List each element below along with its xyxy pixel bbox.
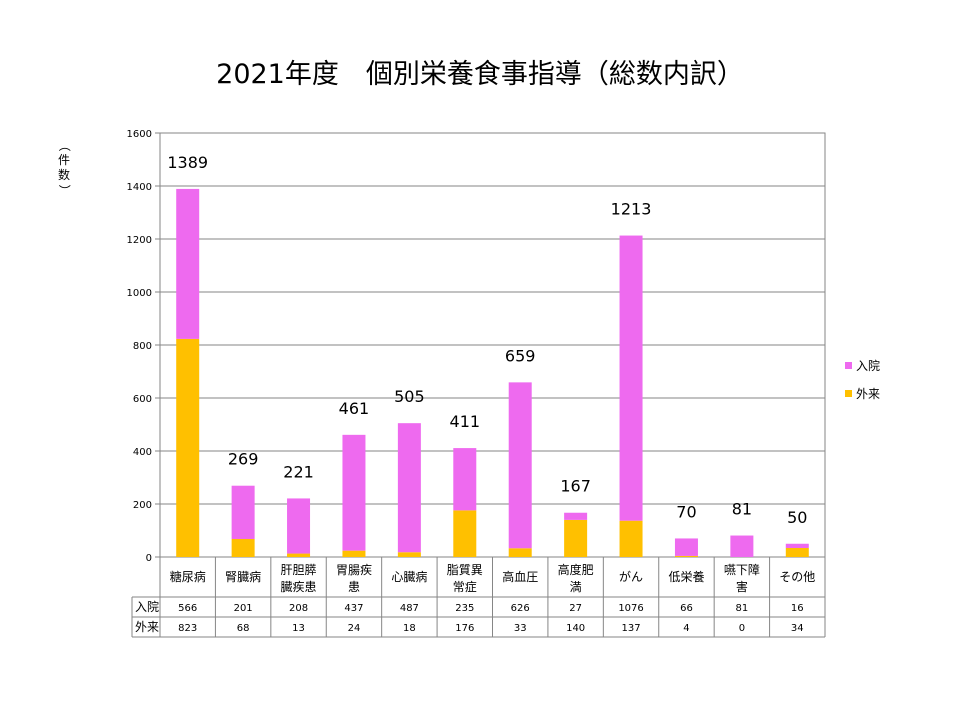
chart-title: 2021年度 個別栄養食事指導（総数内訳）	[216, 59, 744, 90]
table-cell-outpatient: 4	[683, 623, 689, 634]
table-cell-inpatient: 1076	[618, 603, 643, 614]
table-cell-outpatient: 34	[791, 623, 804, 634]
legend-label-inpatient: 入院	[856, 359, 880, 373]
bar-segment-outpatient	[785, 547, 809, 557]
bar-total-label: 50	[787, 508, 807, 527]
table-cell-outpatient: 68	[237, 623, 250, 634]
category-label: 腎臓病	[225, 569, 261, 584]
category-label: 害	[736, 579, 748, 594]
bar-segment-outpatient	[231, 538, 255, 557]
bar-total-label: 1389	[167, 153, 208, 172]
y-axis-label: （件数）	[57, 139, 72, 197]
category-label: 脂質異	[447, 562, 483, 577]
y-tick-label: 200	[133, 500, 152, 511]
table-cell-outpatient: 823	[178, 623, 197, 634]
y-tick-label: 1600	[127, 129, 152, 140]
bar-segment-inpatient	[508, 382, 532, 549]
table-cell-inpatient: 201	[234, 603, 253, 614]
bar-total-label: 1213	[611, 200, 652, 219]
category-label: 高度肥	[558, 562, 594, 577]
bar-segment-outpatient	[342, 550, 366, 557]
y-tick-label: 800	[133, 341, 152, 352]
table-cell-outpatient: 24	[348, 623, 361, 634]
category-label: 常症	[453, 579, 477, 594]
y-tick-label: 0	[146, 553, 152, 564]
table-cell-outpatient: 0	[739, 623, 745, 634]
bar-segment-inpatient	[785, 543, 809, 548]
bar-segment-outpatient	[674, 555, 698, 557]
category-label: がん	[619, 569, 643, 584]
bar-total-label: 659	[505, 346, 536, 365]
category-label: 胃腸疾	[336, 562, 372, 577]
table-cell-inpatient: 487	[400, 603, 419, 614]
bar-total-label: 81	[732, 500, 752, 519]
table-cell-inpatient: 208	[289, 603, 308, 614]
category-label: 肝胆膵	[281, 563, 317, 577]
y-tick-label: 1000	[127, 288, 152, 299]
category-label: 嚥下障	[724, 562, 760, 577]
bar-segment-inpatient	[674, 538, 698, 556]
bar-segment-outpatient	[619, 520, 643, 557]
table-cell-outpatient: 137	[621, 623, 640, 634]
bar-segment-inpatient	[287, 498, 311, 554]
bar-segment-outpatient	[508, 548, 532, 557]
category-label: 患	[348, 580, 360, 594]
table-cell-inpatient: 66	[680, 603, 693, 614]
table-cell-inpatient: 566	[178, 603, 197, 614]
category-label: 高血圧	[502, 569, 538, 584]
table-cell-outpatient: 18	[403, 623, 416, 634]
table-cell-outpatient: 13	[292, 623, 305, 634]
category-label: 臓疾患	[281, 579, 317, 594]
table-row-label-inpatient: 入院	[135, 600, 159, 614]
bar-total-label: 461	[339, 399, 370, 418]
bar-segment-inpatient	[564, 512, 588, 520]
category-label: 満	[570, 580, 582, 594]
bar-segment-inpatient	[397, 423, 421, 553]
bar-segment-inpatient	[176, 188, 200, 339]
table-row-label-outpatient: 外来	[135, 620, 159, 634]
bar-total-label: 411	[450, 412, 481, 431]
table-cell-inpatient: 235	[455, 603, 474, 614]
legend-swatch-outpatient	[845, 390, 852, 397]
table-cell-outpatient: 33	[514, 623, 527, 634]
bar-total-label: 221	[283, 462, 314, 481]
bar-total-label: 505	[394, 387, 425, 406]
table-cell-inpatient: 27	[569, 603, 582, 614]
category-label: その他	[779, 570, 815, 584]
table-cell-inpatient: 16	[791, 603, 804, 614]
category-label: 心臓病	[391, 569, 427, 584]
table-cell-inpatient: 81	[736, 603, 749, 614]
bar-segment-inpatient	[730, 535, 754, 557]
bar-total-label: 167	[560, 477, 591, 496]
table-cell-outpatient: 176	[455, 623, 474, 634]
category-label: 低栄養	[668, 569, 704, 584]
y-tick-label: 1400	[127, 182, 152, 193]
bar-segment-outpatient	[453, 510, 477, 557]
legend-swatch-inpatient	[845, 362, 852, 369]
table-cell-inpatient: 626	[511, 603, 530, 614]
bar-segment-inpatient	[342, 434, 366, 551]
bar-segment-inpatient	[619, 235, 643, 521]
bar-total-label: 70	[676, 502, 696, 521]
bar-segment-outpatient	[397, 552, 421, 557]
legend-label-outpatient: 外来	[856, 387, 880, 401]
bar-segment-outpatient	[564, 519, 588, 557]
category-label: 糖尿病	[170, 569, 206, 584]
bar-total-label: 269	[228, 450, 259, 469]
bar-segment-outpatient	[176, 338, 200, 557]
y-tick-label: 600	[133, 394, 152, 405]
table-cell-outpatient: 140	[566, 623, 585, 634]
bar-segment-inpatient	[453, 448, 477, 511]
y-tick-label: 400	[133, 447, 152, 458]
bar-segment-inpatient	[231, 485, 255, 539]
y-tick-label: 1200	[127, 235, 152, 246]
bar-segment-outpatient	[287, 553, 311, 557]
table-cell-inpatient: 437	[344, 603, 363, 614]
